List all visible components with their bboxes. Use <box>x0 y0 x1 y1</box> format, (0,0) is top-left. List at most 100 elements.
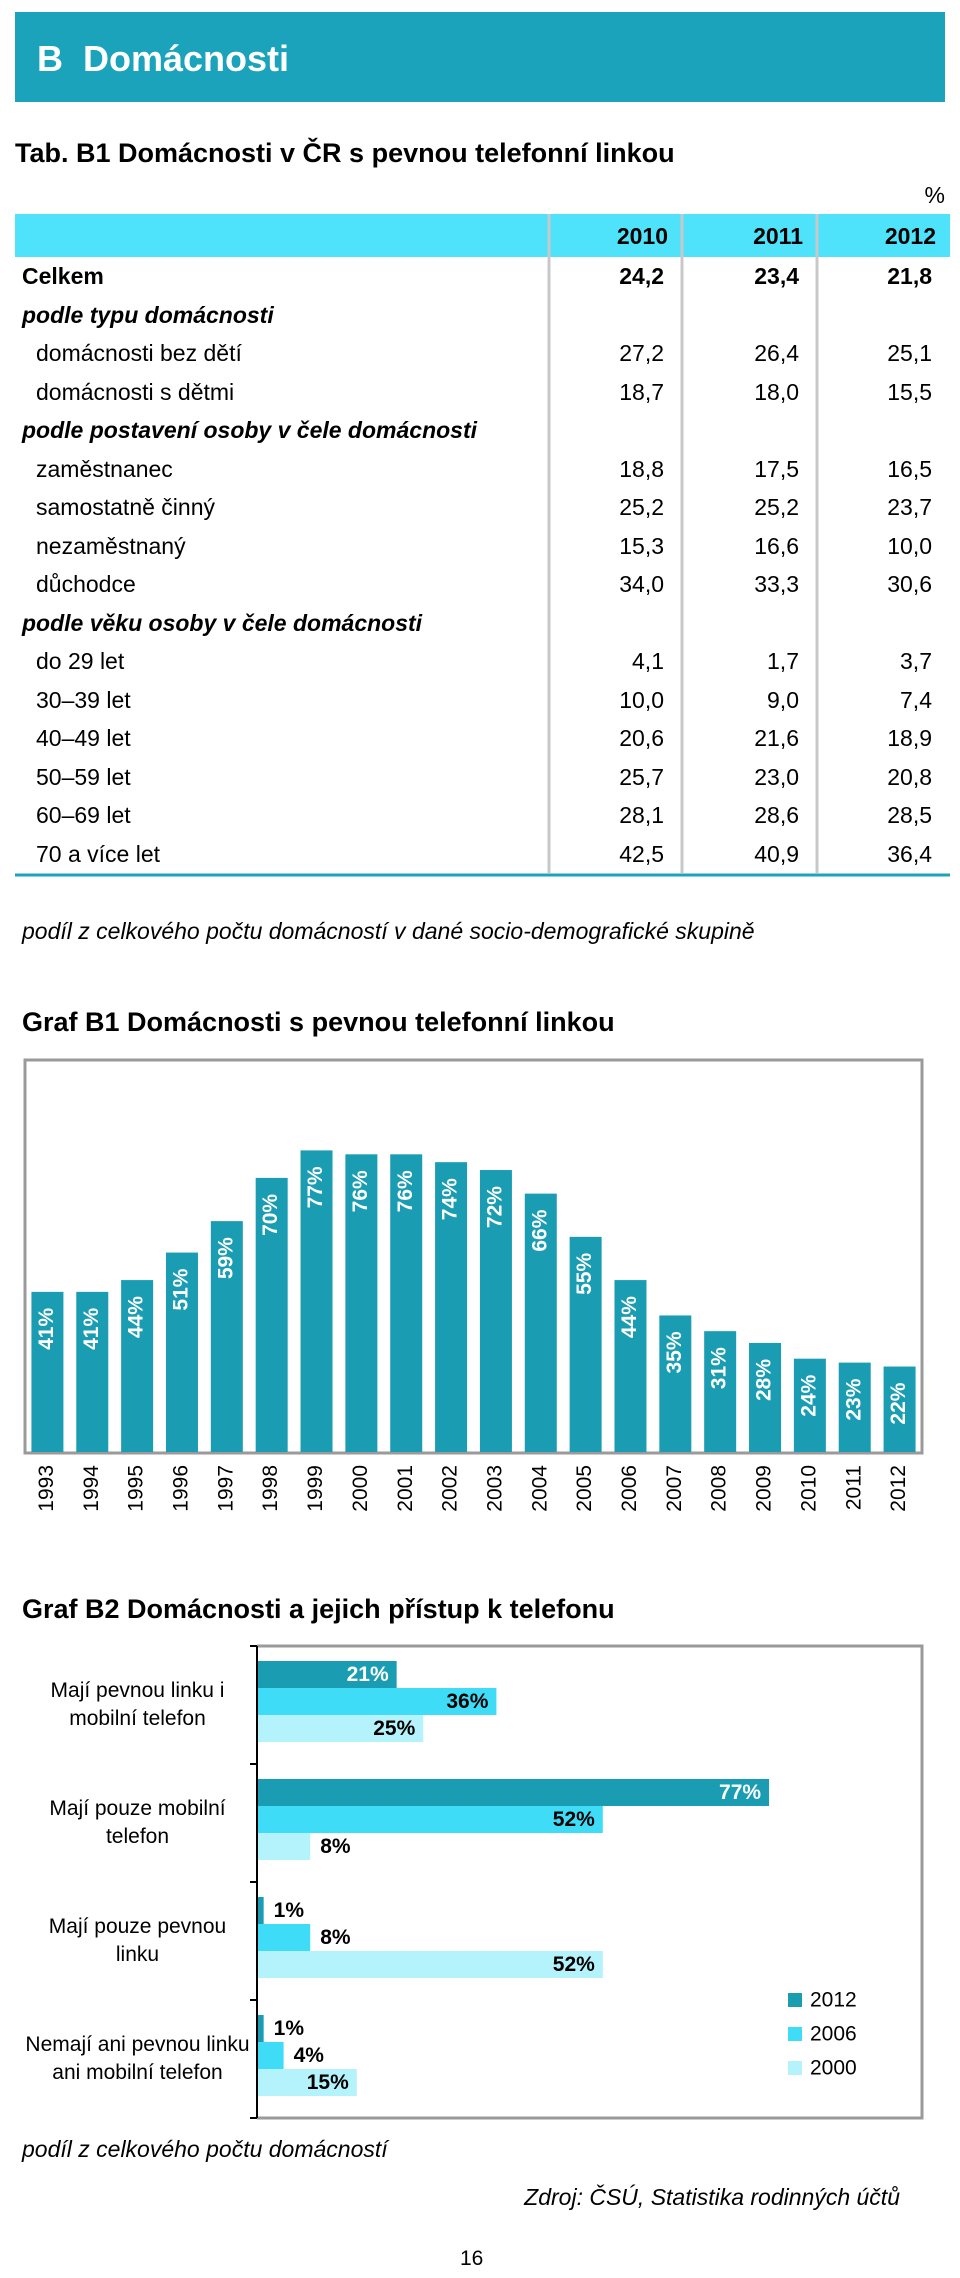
cell-value: 10,0 <box>887 532 932 559</box>
cell-value: 28,1 <box>619 802 664 828</box>
cell-value: 36,4 <box>887 840 932 867</box>
cell-value: 34,0 <box>619 571 664 597</box>
row-label: 50–59 let <box>36 763 131 790</box>
plot-frame <box>23 1058 924 1455</box>
bar <box>569 1236 602 1453</box>
bar <box>165 1252 198 1453</box>
x-tick-label: 2007 <box>663 1465 686 1512</box>
row-label: podle postavení osoby v čele domácnosti <box>22 417 478 443</box>
row-label: důchodce <box>36 571 136 597</box>
value-label: 55% <box>573 1253 596 1295</box>
cell-value: 33,3 <box>754 571 799 597</box>
column-header: 2012 <box>884 223 936 249</box>
row-label: 40–49 let <box>36 725 131 751</box>
category-label: Nemají ani pevnou linku ani mobilní tele… <box>25 2033 250 2084</box>
bar <box>31 1291 64 1453</box>
bar <box>257 2015 264 2042</box>
x-tick-label: 1998 <box>259 1465 282 1512</box>
x-tick-label: 2011 <box>842 1465 865 1510</box>
x-tick-label: 2002 <box>439 1465 462 1512</box>
value-label: 28% <box>753 1359 776 1401</box>
column-header: 2010 <box>616 223 668 249</box>
x-tick-label: 1997 <box>214 1465 237 1512</box>
value-label: 23% <box>842 1378 865 1420</box>
value-label: 1% <box>274 1899 305 1922</box>
bar <box>793 1358 826 1453</box>
value-label: 21% <box>347 1663 389 1686</box>
cell-value: 20,8 <box>887 763 932 790</box>
bar <box>524 1193 557 1453</box>
value-label: 72% <box>483 1186 506 1228</box>
bar <box>479 1170 512 1453</box>
cell-value: 24,2 <box>619 263 664 289</box>
category-label: Mají pevnou linku i mobilní telefon <box>50 1679 225 1730</box>
bar <box>300 1150 333 1453</box>
value-label: 51% <box>170 1268 193 1310</box>
cell-value: 28,6 <box>754 802 799 828</box>
legend-swatch <box>788 2027 802 2041</box>
cell-value: 16,6 <box>754 532 799 559</box>
cell-value: 30,6 <box>887 571 932 597</box>
bar <box>255 1177 288 1453</box>
value-label: 1% <box>274 2017 305 2040</box>
value-label: 41% <box>80 1308 103 1350</box>
value-label: 31% <box>708 1347 731 1389</box>
value-label: 8% <box>320 1835 351 1858</box>
bar <box>257 1897 264 1924</box>
row-label: domácnosti bez dětí <box>36 340 242 366</box>
cell-value: 25,7 <box>619 763 664 790</box>
cell-value: 25,2 <box>754 494 799 520</box>
value-label: 15% <box>307 2071 349 2094</box>
row-label: nezaměstnaný <box>36 532 186 559</box>
bar <box>704 1331 737 1453</box>
bar <box>210 1221 243 1453</box>
cell-value: 25,1 <box>887 340 932 366</box>
value-label: 25% <box>373 1717 415 1740</box>
cell-value: 17,5 <box>754 455 799 482</box>
x-tick-label: 2003 <box>483 1465 506 1512</box>
cell-value: 40,9 <box>754 840 799 867</box>
x-tick-label: 2012 <box>887 1465 910 1512</box>
header-title: B Domácnosti <box>37 38 290 79</box>
cell-value: 20,6 <box>619 725 664 751</box>
cell-value: 18,0 <box>754 378 799 405</box>
value-label: 41% <box>35 1308 58 1350</box>
row-label: podle věku osoby v čele domácnosti <box>22 609 423 636</box>
cell-value: 27,2 <box>619 340 664 366</box>
legend-label: 2000 <box>810 2057 857 2080</box>
table-unit: % <box>924 182 945 208</box>
value-label: 77% <box>719 1781 761 1804</box>
x-tick-label: 1993 <box>35 1465 58 1512</box>
bar <box>257 1951 603 1978</box>
page-number: 16 <box>460 2247 484 2270</box>
category-label: Mají pouze pevnou linku <box>48 1915 227 1966</box>
legend-label: 2006 <box>810 2023 857 2046</box>
cell-value: 26,4 <box>754 340 799 366</box>
cell-value: 1,7 <box>767 648 799 674</box>
table-header-bg <box>15 214 950 257</box>
bar <box>257 1806 603 1833</box>
header-bar: B Domácnosti <box>15 12 945 102</box>
row-label: 30–39 let <box>36 686 131 713</box>
row-label: podle typu domácnosti <box>22 301 274 328</box>
legend-swatch <box>788 1993 802 2007</box>
bar <box>883 1366 916 1453</box>
x-tick-label: 2000 <box>349 1465 372 1512</box>
cell-value: 15,3 <box>619 532 664 559</box>
value-label: 76% <box>394 1170 417 1212</box>
x-tick-label: 2008 <box>708 1465 731 1512</box>
row-label: Celkem <box>22 263 104 289</box>
chart-title: Graf B2 Domácnosti a jejich přístup k te… <box>22 1594 615 1624</box>
source: Zdroj: ČSÚ, Statistika rodinných účtů <box>524 2184 900 2210</box>
cell-value: 10,0 <box>619 686 664 713</box>
cell-value: 18,8 <box>619 455 664 482</box>
cell-value: 7,4 <box>900 686 932 713</box>
value-label: 70% <box>259 1194 282 1236</box>
x-tick-label: 2005 <box>573 1465 596 1512</box>
cell-value: 23,4 <box>754 263 799 289</box>
row-label: samostatně činný <box>36 494 215 520</box>
cell-value: 23,0 <box>754 763 799 790</box>
x-tick-label: 2009 <box>753 1465 776 1512</box>
x-tick-label: 1995 <box>125 1465 148 1512</box>
